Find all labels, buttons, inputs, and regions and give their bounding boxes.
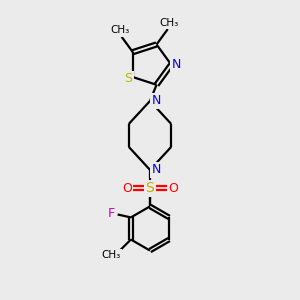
Text: N: N bbox=[152, 94, 161, 107]
Text: O: O bbox=[168, 182, 178, 195]
Text: CH₃: CH₃ bbox=[102, 250, 121, 260]
Text: CH₃: CH₃ bbox=[111, 26, 130, 35]
Text: S: S bbox=[146, 181, 154, 195]
Text: N: N bbox=[152, 164, 161, 176]
Text: CH₃: CH₃ bbox=[160, 18, 179, 28]
Text: O: O bbox=[122, 182, 132, 195]
Text: N: N bbox=[172, 58, 181, 71]
Text: S: S bbox=[124, 72, 132, 85]
Text: F: F bbox=[108, 206, 115, 220]
